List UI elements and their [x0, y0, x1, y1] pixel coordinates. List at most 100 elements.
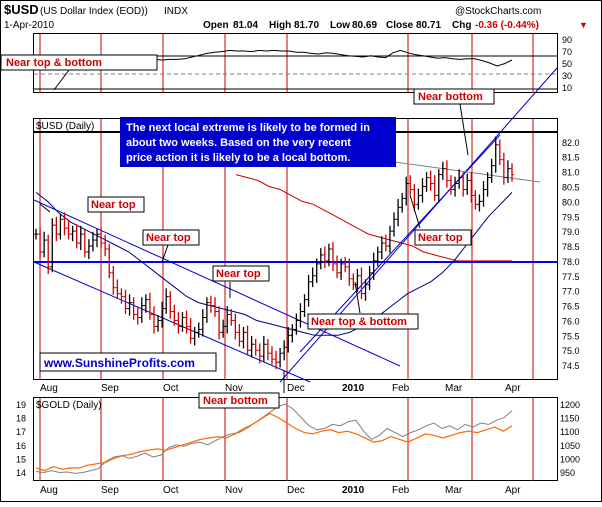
gold-left-tick-label: 18: [16, 414, 26, 424]
gold-panel-title: $GOLD (Daily): [36, 400, 102, 411]
rsi-tick-label: 10: [562, 83, 572, 93]
gold-left-tick-label: 16: [16, 441, 26, 451]
gold-series: [35, 403, 513, 474]
high-label: High: [269, 20, 291, 31]
near-top-2-label: Near top: [146, 232, 191, 244]
callouts: Near top & bottom Near bottom Near top N…: [0, 54, 495, 409]
chart-date: 1-Apr-2010: [4, 20, 54, 31]
near-top-bottom-2-label: Near top & bottom: [311, 316, 407, 328]
price-gridlines: [39, 119, 534, 380]
consolidation-line: [379, 159, 541, 183]
x-axis-label: Apr: [505, 485, 521, 496]
x-axis-label: 2010: [342, 383, 365, 394]
moving-average-red: [235, 174, 512, 262]
rsi-tick-label: 30: [562, 71, 572, 81]
callout-pointer: [459, 103, 469, 156]
gold-right-tick-label: 950: [560, 468, 575, 478]
gold-gridlines: [39, 398, 534, 481]
gold-left-tick-label: 17: [16, 427, 26, 437]
gold-left-tick-label: 14: [16, 468, 26, 478]
x-axis-label: Mar: [445, 383, 463, 394]
downtrend-line-upper: [33, 199, 401, 367]
annotation-line-1: The next local extreme is likely to be f…: [126, 122, 370, 134]
price-tick-label: 77.5: [562, 272, 580, 282]
x-axis-label: Mar: [445, 485, 463, 496]
x-axis-label: 2010: [342, 485, 365, 496]
price-tick-label: 75.0: [562, 346, 580, 356]
price-tick-label: 80.5: [562, 182, 580, 192]
gold-right-tick-label: 1050: [560, 441, 580, 451]
gold-left-tick-label: 15: [16, 454, 26, 464]
gold-right-tick-label: 1150: [560, 414, 579, 424]
price-tick-label: 82.0: [562, 138, 580, 148]
near-top-bottom-2-box: [307, 313, 419, 330]
price-tick-label: 78.5: [562, 242, 580, 252]
symbol-title: $USD: [4, 2, 39, 17]
near-top-bottom-1-box: [0, 54, 158, 71]
gold-left-tick-label: 19: [16, 400, 26, 410]
gold-left-axis: 19 18 17 16 15 14: [16, 400, 26, 478]
open-value: 81.04: [233, 20, 258, 31]
brand-label: @StockCharts.com: [455, 6, 541, 17]
price-tick-label: 75.5: [562, 331, 580, 341]
open-label: Open: [203, 20, 229, 31]
rsi-tick-label: 90: [562, 35, 572, 45]
ratio-series: [35, 412, 513, 472]
x-axis-label: Feb: [392, 485, 410, 496]
annotation-line-3: price action it is likely to be a local …: [126, 152, 350, 164]
gold-x-labels: Aug Sep Oct Nov Dec 2010 Feb Mar Apr: [40, 485, 521, 496]
callout-pointer: [409, 194, 421, 229]
x-axis-label: Oct: [163, 383, 179, 394]
price-axis: 82.0 81.5 81.0 80.5 80.0 79.5 79.0 78.5 78.0 77.5…: [562, 138, 580, 371]
price-tick-label: 80.0: [562, 197, 580, 207]
gold-right-tick-label: 1000: [560, 454, 580, 464]
price-x-labels: Aug Sep Oct Nov Dec 2010 Feb Mar Apr: [40, 383, 521, 394]
x-axis-label: Oct: [163, 485, 179, 496]
x-axis-label: Sep: [101, 383, 119, 394]
price-panel-title: $USD (Daily): [36, 121, 94, 132]
uptrend-line-steep: [279, 67, 558, 383]
near-top-1-label: Near top: [91, 199, 136, 211]
rsi-tick-label: 50: [562, 59, 572, 69]
gold-right-axis: 1200 1150 1100 1050 1000 950: [560, 400, 580, 478]
gold-right-tick-label: 1100: [560, 427, 579, 437]
price-tick-label: 76.0: [562, 316, 580, 326]
price-tick-label: 81.5: [562, 153, 580, 163]
x-axis-label: Dec: [287, 485, 305, 496]
price-tick-label: 79.5: [562, 212, 580, 222]
near-top-1-box: [87, 196, 145, 213]
price-tick-label: 79.0: [562, 227, 580, 237]
x-axis-label: Apr: [505, 383, 521, 394]
price-tick-label: 76.5: [562, 302, 580, 312]
price-bars: [34, 136, 514, 370]
trend-lines: [33, 67, 558, 383]
moving-average-blue: [35, 192, 513, 336]
x-axis-label: Nov: [225, 383, 243, 394]
website-box: [39, 352, 217, 372]
close-label: Close: [386, 20, 414, 31]
x-axis-label: Feb: [392, 383, 410, 394]
high-value: 81.70: [294, 20, 319, 31]
rsi-tick-label: 70: [562, 47, 572, 57]
chg-arrow-icon: ▼: [579, 20, 588, 30]
symbol-name: (US Dollar Index (EOD)): [40, 6, 148, 17]
gold-right-tick-label: 1200: [560, 400, 580, 410]
callout-pointer: [354, 281, 361, 314]
near-top-bottom-1-label: Near top & bottom: [6, 57, 102, 69]
price-tick-label: 81.0: [562, 168, 580, 178]
near-top-4-box: [414, 229, 472, 246]
annotation-line-2: about two weeks. Based on the very recen…: [126, 137, 351, 149]
near-bottom-2-box: [198, 392, 280, 409]
website-link[interactable]: www.SunshineProfits.com: [43, 356, 195, 370]
gold-panel: [33, 397, 558, 481]
x-axis-label: Aug: [40, 485, 58, 496]
price-tick-label: 74.5: [562, 361, 580, 371]
close-value: 80.71: [416, 20, 441, 31]
chg-label: Chg: [452, 20, 471, 31]
x-axis-label: Aug: [40, 383, 58, 394]
near-top-3-label: Near top: [216, 268, 261, 280]
annotation-box: [120, 117, 396, 167]
near-bottom-2-label: Near bottom: [203, 395, 268, 407]
